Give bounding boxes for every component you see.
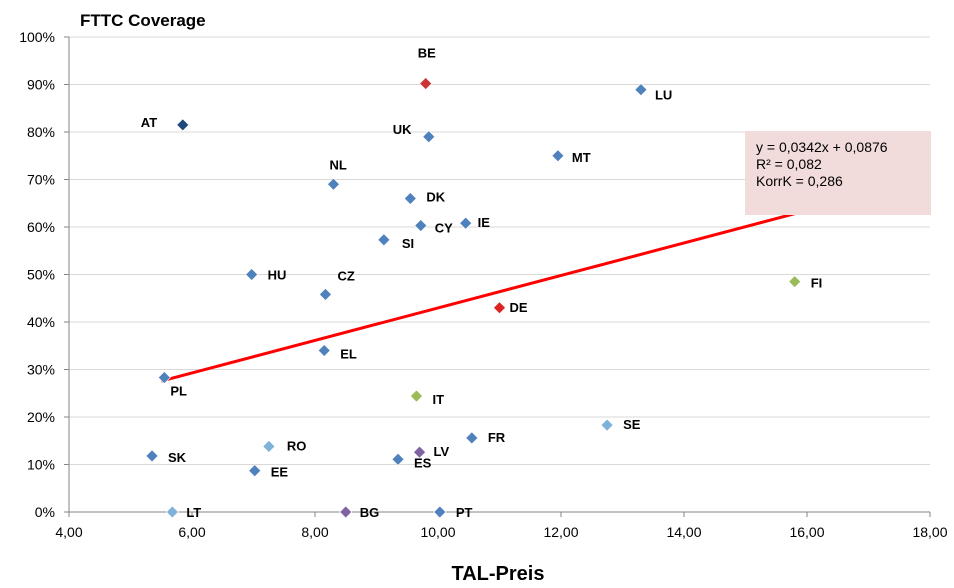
data-point-dk xyxy=(403,192,417,205)
data-point-cy xyxy=(414,219,428,232)
point-label-de: DE xyxy=(510,300,528,315)
trendline xyxy=(160,212,796,383)
point-label-it: IT xyxy=(432,392,444,407)
point-label-pt: PT xyxy=(456,505,473,520)
data-point-it xyxy=(410,389,423,403)
x-tick-label: 4,00 xyxy=(55,524,82,540)
data-point-el xyxy=(317,344,331,357)
data-point-hu xyxy=(245,268,259,281)
x-tick-label: 14,00 xyxy=(666,524,701,540)
annotation-line-3: KorrK = 0,286 xyxy=(756,173,843,189)
data-point-sk xyxy=(145,449,159,463)
y-tick-label: 0% xyxy=(35,504,55,520)
data-point-be xyxy=(419,77,433,90)
x-axis-tick-labels: 4,00 6,00 8,00 10,00 12,00 14,00 16,00 18,00 xyxy=(55,524,947,540)
y-tick-label: 100% xyxy=(19,29,55,45)
annotation-line-2: R² = 0,082 xyxy=(756,156,822,172)
point-label-mt: MT xyxy=(572,150,591,165)
x-tick-label: 16,00 xyxy=(789,524,824,540)
data-point-si xyxy=(377,233,391,247)
data-point-lt xyxy=(165,505,179,519)
data-point-uk xyxy=(422,130,436,144)
data-point-mt xyxy=(551,149,565,163)
data-point-pt xyxy=(433,505,447,519)
y-tick-label: 90% xyxy=(27,77,55,93)
point-label-es: ES xyxy=(414,455,432,470)
point-label-ie: IE xyxy=(478,215,491,230)
x-tick-label: 6,00 xyxy=(178,524,205,540)
point-label-sk: SK xyxy=(168,450,187,465)
data-point-fr xyxy=(465,431,479,445)
point-label-ro: RO xyxy=(287,438,307,453)
point-label-lu: LU xyxy=(655,88,672,103)
x-tick-label: 8,00 xyxy=(301,524,328,540)
point-labels: BE LU AT UK MT NL DK CY IE SI HU FI CZ DE EL PL IT SE FR RO… xyxy=(141,46,822,520)
point-label-cy: CY xyxy=(435,221,453,236)
point-label-lv: LV xyxy=(434,444,450,459)
y-tick-label: 80% xyxy=(27,124,55,140)
data-point-pl xyxy=(157,371,171,384)
y-tick-label: 40% xyxy=(27,314,55,330)
data-point-lu xyxy=(634,83,648,97)
point-label-cz: CZ xyxy=(337,268,354,283)
point-label-be: BE xyxy=(418,46,436,61)
point-label-el: EL xyxy=(340,347,357,362)
point-label-hu: HU xyxy=(268,268,287,283)
y-tick-label: 10% xyxy=(27,457,55,473)
data-point-es xyxy=(391,452,405,466)
annotation-box xyxy=(745,131,931,215)
annotation-line-1: y = 0,0342x + 0,0876 xyxy=(756,139,888,155)
y-axis-tick-labels: 0% 10% 20% 30% 40% 50% 60% 70% 80% 90% 100% xyxy=(19,29,55,520)
point-label-uk: UK xyxy=(393,122,412,137)
data-point-nl xyxy=(327,177,340,191)
data-point-se xyxy=(600,418,614,432)
x-tick-label: 18,00 xyxy=(912,524,947,540)
y-tick-label: 60% xyxy=(27,219,55,235)
data-point-ie xyxy=(459,216,473,230)
point-label-fi: FI xyxy=(811,276,823,291)
x-tick-label: 12,00 xyxy=(543,524,578,540)
y-tick-label: 70% xyxy=(27,172,55,188)
chart-title: FTTC Coverage xyxy=(80,11,206,30)
point-label-lt: LT xyxy=(186,505,201,520)
y-tick-label: 50% xyxy=(27,267,55,283)
point-label-bg: BG xyxy=(360,505,380,520)
x-tick-label: 10,00 xyxy=(420,524,455,540)
data-points xyxy=(145,77,802,519)
data-point-cz xyxy=(319,288,332,301)
point-label-si: SI xyxy=(402,236,414,251)
trendline-layer xyxy=(160,212,796,383)
axes xyxy=(68,37,931,517)
point-label-fr: FR xyxy=(488,430,506,445)
y-tick-label: 30% xyxy=(27,362,55,378)
point-label-ee: EE xyxy=(271,465,289,480)
x-axis-label: TAL-Preis xyxy=(452,563,545,585)
data-point-lv xyxy=(413,445,426,459)
point-label-pl: PL xyxy=(170,384,187,399)
data-point-ee xyxy=(248,464,262,478)
point-label-se: SE xyxy=(623,417,641,432)
data-point-at xyxy=(176,118,190,132)
data-point-bg xyxy=(339,505,353,519)
y-tick-label: 20% xyxy=(27,409,55,425)
data-point-ro xyxy=(262,440,276,453)
point-label-dk: DK xyxy=(426,190,445,205)
point-label-nl: NL xyxy=(329,157,346,172)
data-point-fi xyxy=(788,275,802,289)
data-point-de xyxy=(493,301,506,315)
point-label-at: AT xyxy=(141,115,157,130)
